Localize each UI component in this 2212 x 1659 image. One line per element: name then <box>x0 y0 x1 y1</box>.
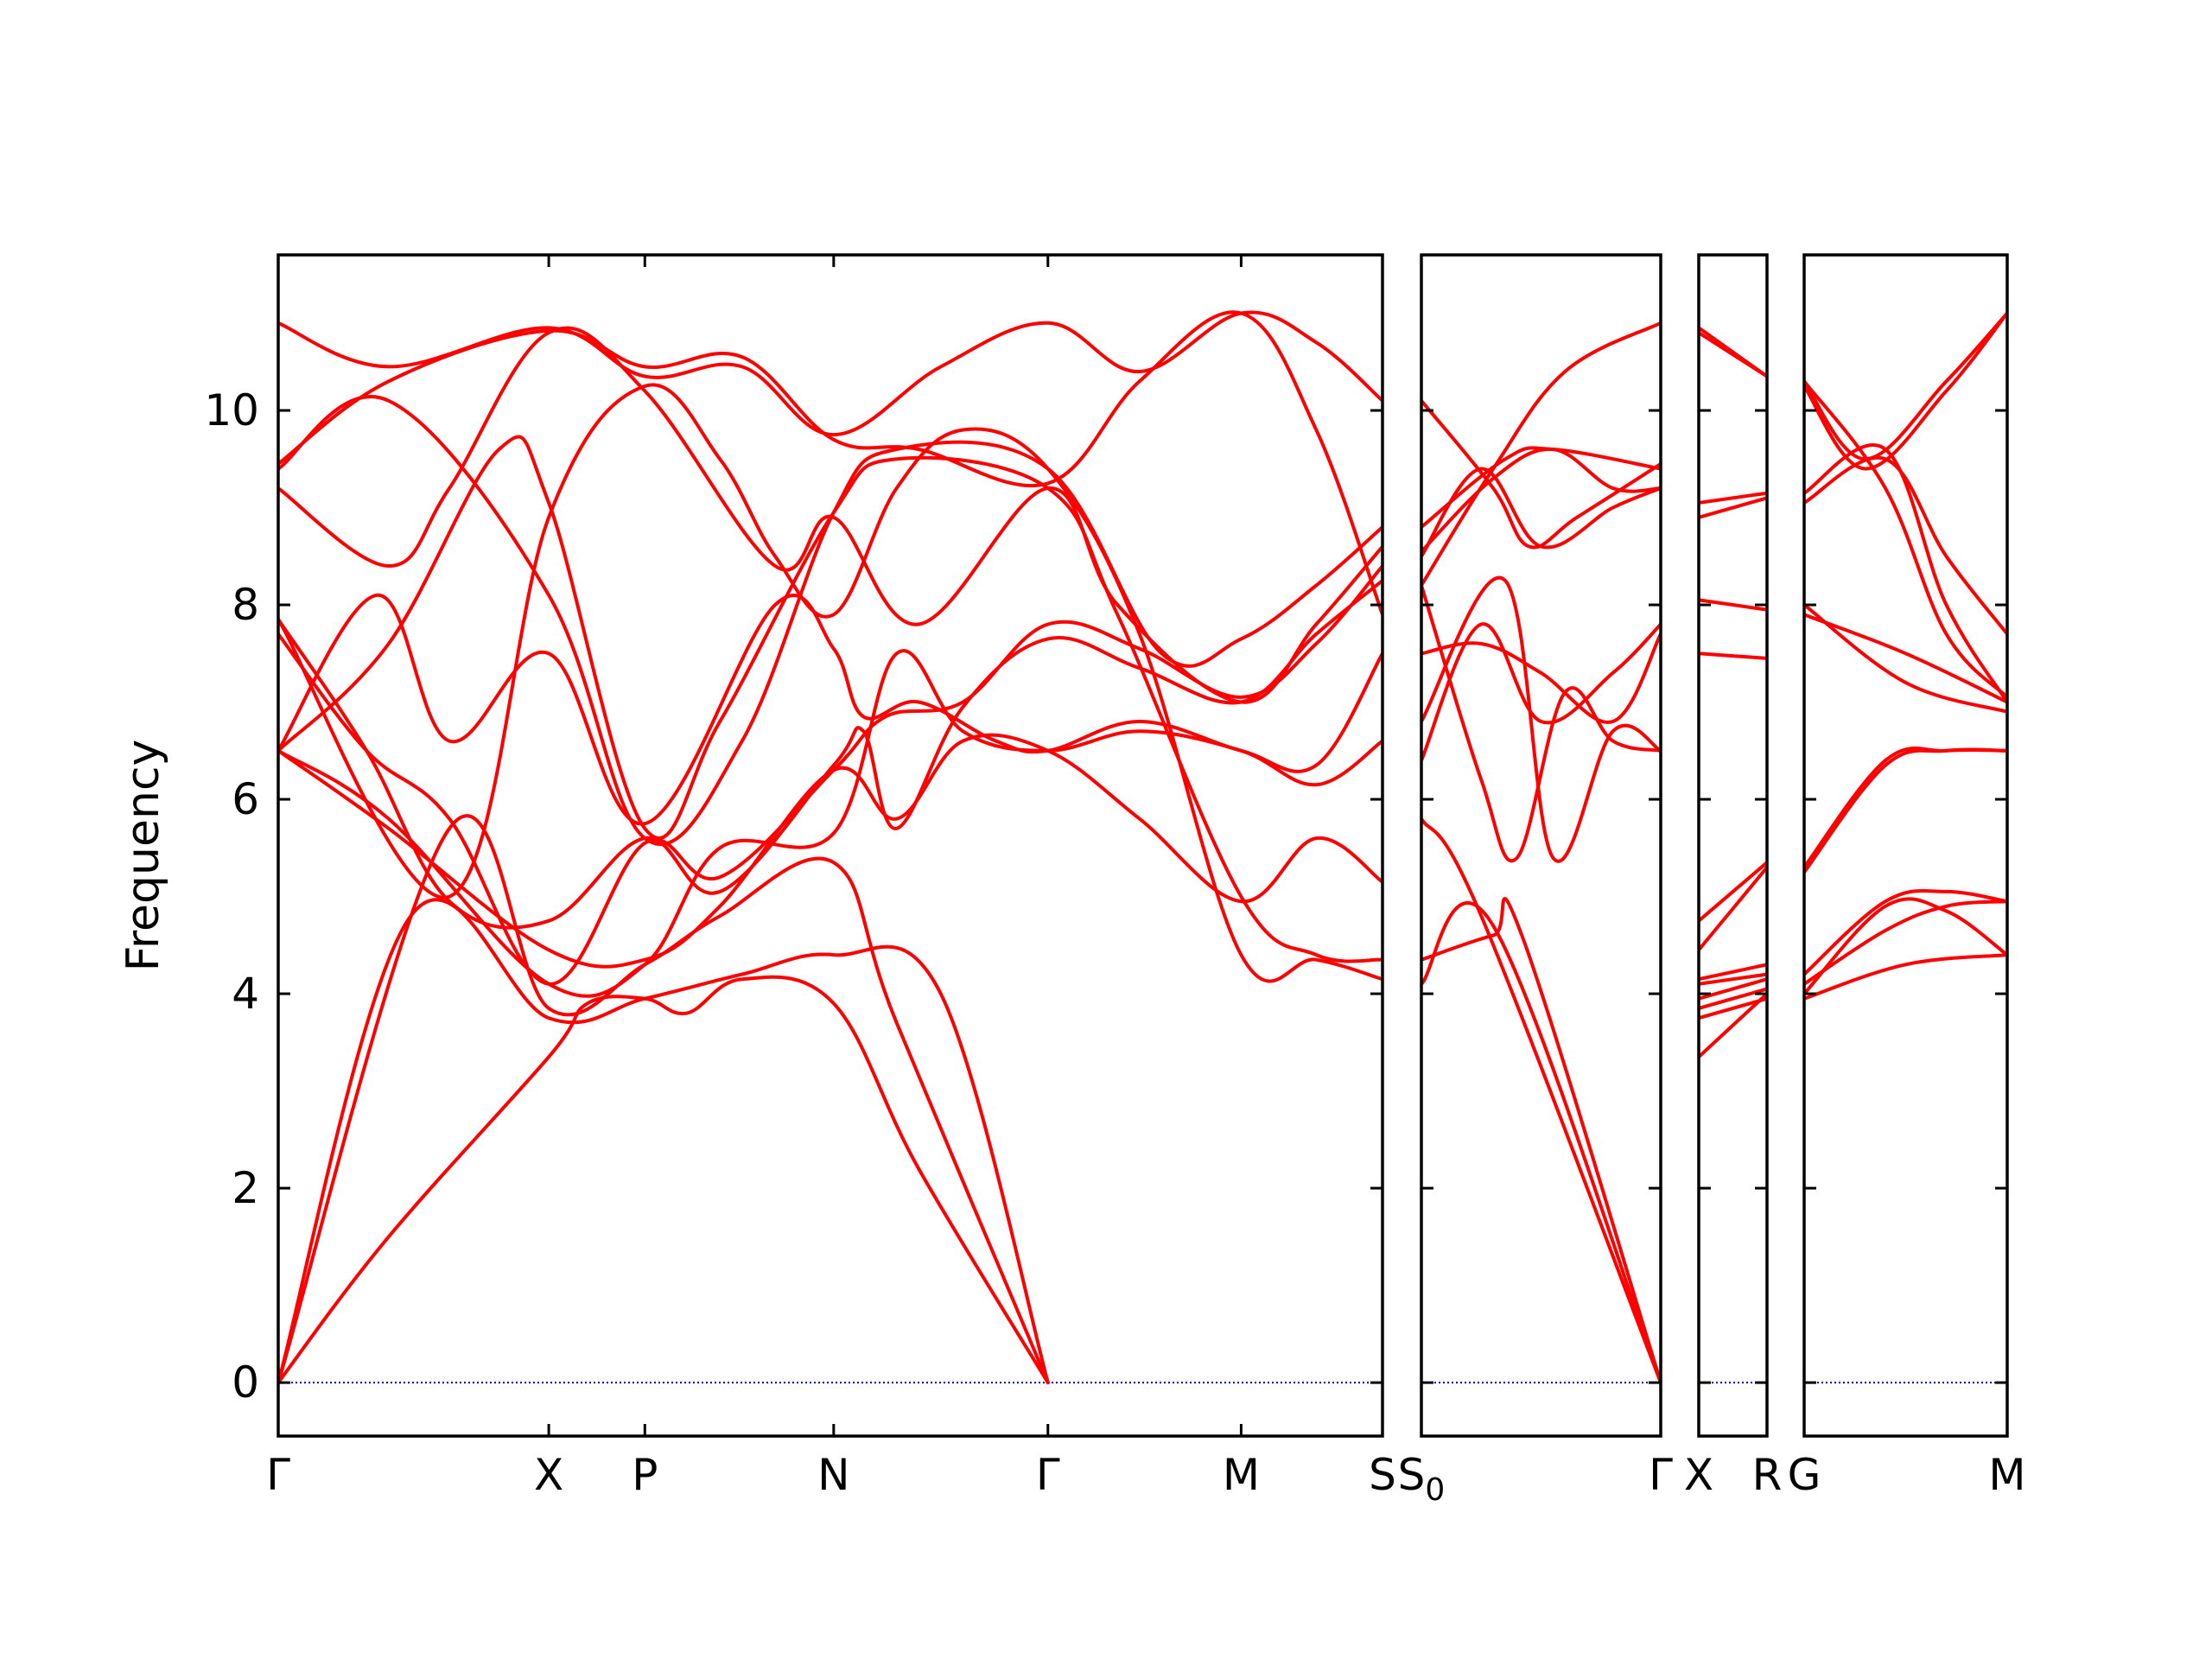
band-line-5 <box>1699 972 1767 986</box>
band-line-14 <box>278 310 1382 437</box>
x-tick-label: N <box>817 1450 849 1500</box>
band-line-12 <box>1699 491 1767 505</box>
bands-group <box>1421 321 1661 1385</box>
x-tick-label: Γ <box>266 1450 290 1500</box>
x-tick-label: X <box>1684 1450 1713 1500</box>
band-line-13 <box>278 310 1382 617</box>
band-line-4 <box>1804 888 2007 976</box>
x-tick-label: M <box>1988 1450 2025 1500</box>
x-tick-label-subscript: 0 <box>1425 1472 1445 1508</box>
band-line-11 <box>1699 496 1767 519</box>
band-line-5 <box>1804 747 2007 874</box>
band-line-7 <box>1421 575 1661 863</box>
band-line-9 <box>278 435 1382 963</box>
band-line-7 <box>278 564 1382 986</box>
panel-2: S0 Γ <box>1398 253 1673 1508</box>
band-line-3 <box>278 814 1050 1385</box>
bands-group <box>278 310 1382 1385</box>
band-line-8 <box>1804 613 2007 704</box>
band-line-10 <box>1804 443 2007 704</box>
x-tick-label: Γ <box>1649 1450 1673 1500</box>
band-line-1 <box>278 975 1050 1385</box>
x-tick-label: P <box>632 1450 658 1500</box>
band-line-3 <box>1804 899 2007 986</box>
y-tick-label: 0 <box>232 1357 259 1408</box>
band-line-9 <box>1699 652 1767 660</box>
band-line-10 <box>278 383 1382 983</box>
bands-group <box>1804 311 2007 1001</box>
x-tick-label: Γ <box>1036 1450 1060 1500</box>
x-tick-label: S <box>1369 1450 1396 1500</box>
band-line-2 <box>278 898 1050 1385</box>
x-tick-label: R <box>1752 1450 1783 1500</box>
band-line-10 <box>1699 598 1767 612</box>
panel-frame <box>1802 253 2009 1438</box>
band-line-14 <box>1699 326 1767 378</box>
band-line-11 <box>1804 379 2007 699</box>
band-line-2 <box>1804 897 2007 996</box>
panel-frame <box>1420 253 1662 1438</box>
band-line-3 <box>1699 987 1767 1010</box>
y-tick-label: 2 <box>232 1163 259 1213</box>
band-line-4 <box>1699 977 1767 1001</box>
band-line-11 <box>1421 398 1661 550</box>
band-line-3 <box>1421 817 1661 1385</box>
y-tick-label: 10 <box>204 385 259 435</box>
band-line-6 <box>1699 963 1767 982</box>
y-axis-label: Frequency <box>118 740 169 972</box>
band-line-1 <box>1804 953 2007 1001</box>
band-line-13 <box>1804 311 2007 461</box>
panels-group: Γ X P N Γ M S S0 Γ X R G M <box>266 253 2026 1508</box>
band-line-2 <box>1421 901 1661 1385</box>
band-line-12 <box>278 395 1382 846</box>
panel-frame <box>276 253 1384 1438</box>
x-tick-label: G <box>1788 1450 1821 1500</box>
y-tick-label: 8 <box>232 580 259 630</box>
y-axis: 0 2 4 6 8 10 <box>204 385 259 1408</box>
band-line-12 <box>1804 311 2007 471</box>
y-tick-label: 4 <box>232 969 259 1019</box>
band-line-9 <box>1804 455 2007 636</box>
band-line-7 <box>1699 865 1767 952</box>
band-line-12 <box>1421 321 1661 588</box>
panel-frame <box>1697 253 1769 1438</box>
bands-group <box>1699 326 1767 1059</box>
band-line-1 <box>1421 897 1661 1385</box>
band-line-6 <box>1421 632 1661 724</box>
band-line-6 <box>1804 747 2007 869</box>
x-tick-label: M <box>1223 1450 1260 1500</box>
x-tick-label: S0 <box>1398 1450 1446 1508</box>
band-line-8 <box>1421 467 1661 558</box>
band-line-8 <box>278 593 1382 826</box>
x-tick-label: X <box>534 1450 563 1500</box>
band-line-6 <box>278 578 1382 930</box>
y-tick-label: 6 <box>232 774 259 824</box>
band-line-9 <box>1421 446 1661 529</box>
band-line-8 <box>1699 861 1767 923</box>
band-line-2 <box>1699 996 1767 1020</box>
